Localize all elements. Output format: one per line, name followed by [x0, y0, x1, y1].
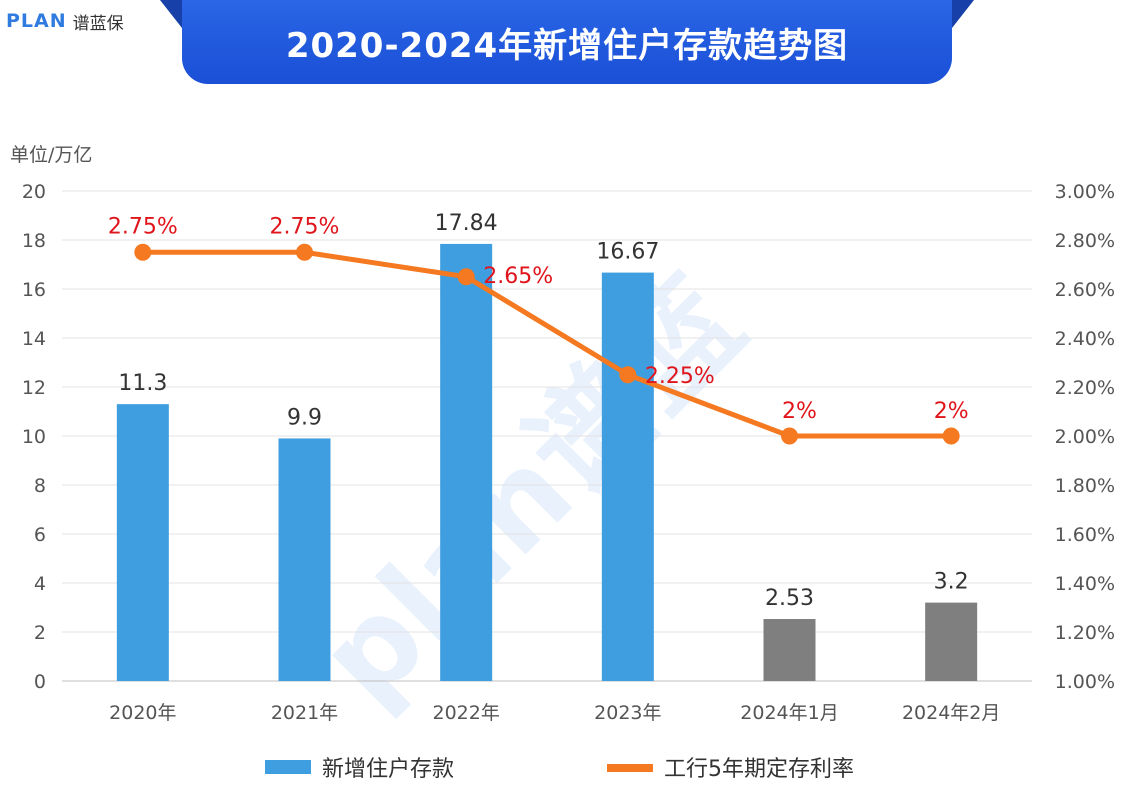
left-axis-tick-label: 8 — [34, 475, 46, 497]
watermark-text: plan谱蓝 — [294, 254, 769, 729]
data-labels: 11.3 9.9 17.84 16.67 2.53 3.2 2.75% 2.75% 2.65% 2… — [108, 211, 969, 611]
right-axis-tick-label: 1.40% — [1055, 573, 1115, 595]
left-axis-tick-label: 0 — [34, 671, 46, 693]
right-axis-tick-label: 3.00% — [1055, 181, 1115, 203]
left-axis-tick-label: 14 — [22, 328, 46, 350]
left-axis-tick-label: 20 — [22, 181, 46, 203]
bar — [925, 602, 978, 681]
right-axis-tick-label: 2.00% — [1055, 426, 1115, 448]
bar — [763, 619, 816, 681]
legend-label-bar: 新增住户存款 — [322, 757, 454, 782]
legend-label-line: 工行5年期定存利率 — [664, 757, 854, 782]
bar-value-label: 9.9 — [287, 405, 322, 430]
legend-swatch-bar — [265, 760, 311, 774]
left-axis-tick-label: 18 — [22, 230, 46, 252]
left-axis-tick-label: 6 — [34, 524, 46, 546]
right-axis-tick-label: 2.60% — [1055, 279, 1115, 301]
chart-title: 2020-2024年新增住户存款趋势图 — [285, 25, 849, 66]
rate-value-label: 2.75% — [270, 214, 340, 239]
right-axis-tick-label: 1.80% — [1055, 475, 1115, 497]
bar-value-label: 3.2 — [934, 570, 969, 595]
bar-series — [116, 243, 978, 682]
banner-wing-right — [952, 0, 974, 28]
left-axis-tick-label: 4 — [34, 573, 46, 595]
bar-value-label: 11.3 — [118, 371, 167, 396]
gridlines — [62, 190, 1032, 682]
rate-point — [296, 243, 313, 261]
left-axis-tick-label: 12 — [22, 377, 46, 399]
bar — [440, 243, 493, 682]
x-axis-tick-label: 2023年 — [594, 702, 661, 724]
left-axis-tick-label: 10 — [22, 426, 46, 448]
rate-value-label: 2.25% — [645, 364, 715, 389]
x-axis-tick-label: 2022年 — [432, 702, 499, 724]
right-axis-tick-label: 2.20% — [1055, 377, 1115, 399]
rate-point — [457, 268, 475, 286]
rate-point — [619, 366, 637, 384]
rate-value-label: 2% — [782, 399, 817, 424]
legend-swatch-line — [607, 764, 653, 772]
bar-value-label: 2.53 — [765, 586, 814, 611]
right-axis-tick-label: 2.40% — [1055, 328, 1115, 350]
rate-value-label: 2.65% — [483, 264, 553, 289]
rate-point — [134, 243, 152, 261]
watermark: plan谱蓝 — [294, 254, 769, 729]
rate-value-label: 2.75% — [108, 214, 178, 239]
x-axis-tick-label: 2020年 — [109, 702, 176, 724]
right-axis-tick-label: 1.60% — [1055, 524, 1115, 546]
x-axis-tick-label: 2021年 — [271, 702, 338, 724]
rate-value-label: 2% — [934, 399, 969, 424]
x-axis-tick-label: 2024年1月 — [740, 702, 838, 724]
bar — [278, 438, 331, 681]
bar-value-label: 16.67 — [596, 240, 659, 265]
rate-line — [142, 249, 952, 439]
left-axis-tick-label: 2 — [34, 622, 46, 644]
rate-point — [942, 427, 960, 445]
legend: 新增住户存款 工行5年期定存利率 — [265, 757, 854, 782]
right-axis-tick-label: 1.20% — [1055, 622, 1115, 644]
bar-value-label: 17.84 — [435, 211, 498, 236]
bar — [116, 404, 169, 681]
logo-text: 谱蓝保 — [72, 13, 124, 34]
left-axis-tick-label: 16 — [22, 279, 46, 301]
logo-mark: PLAN — [6, 10, 67, 32]
right-axis-tick-label: 2.80% — [1055, 230, 1115, 252]
left-axis-unit-label: 单位/万亿 — [10, 144, 92, 166]
right-axis-tick-label: 1.00% — [1055, 671, 1115, 693]
x-axis-tick-label: 2024年2月 — [902, 702, 1000, 724]
brand-logo: PLAN 谱蓝保 — [6, 6, 124, 36]
rate-point — [781, 427, 798, 445]
axes: 0 2 4 6 8 10 12 14 16 18 20 1.00% 1.20% 1.40% 1.60% 1.8… — [10, 144, 1115, 724]
title-banner: 2020-2024年新增住户存款趋势图 — [182, 0, 952, 84]
line-series — [134, 243, 960, 445]
bar — [601, 272, 654, 681]
banner-wing-left — [160, 0, 182, 28]
